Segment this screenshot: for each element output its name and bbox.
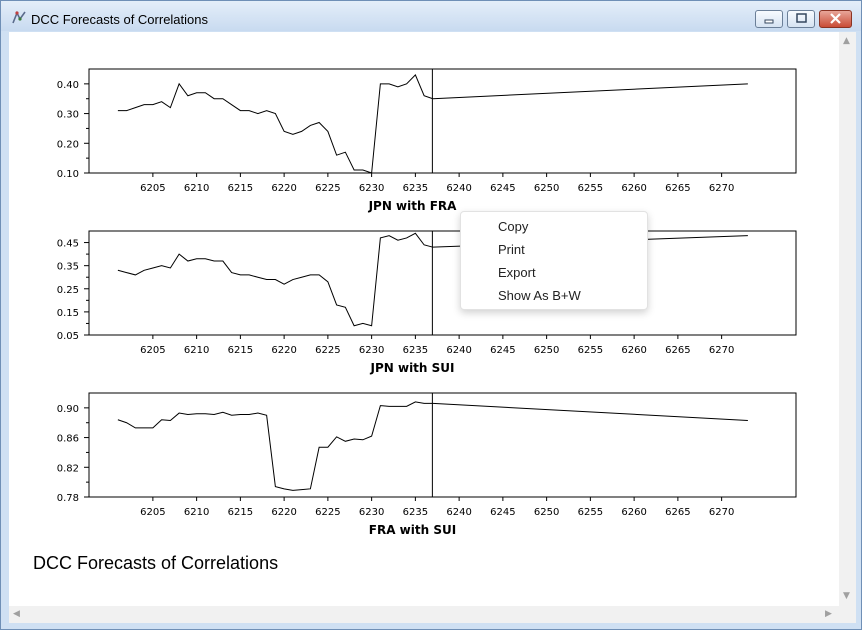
scroll-down-icon[interactable]: ▼ bbox=[843, 591, 850, 601]
correlation-charts: 0.40 0.30 0.20 0.10 6205 6210 6215 6220 6225 6230… bbox=[57, 68, 797, 537]
x-tick-label: 6205 bbox=[140, 183, 165, 194]
x-tick-label: 6265 bbox=[665, 345, 690, 356]
x-tick-label: 6260 bbox=[621, 507, 646, 518]
x-tick-label: 6235 bbox=[403, 507, 428, 518]
x-tick-label: 6220 bbox=[271, 507, 296, 518]
x-tick-label: 6255 bbox=[578, 183, 603, 194]
x-tick-label: 6240 bbox=[446, 507, 471, 518]
y-tick-label: 0.05 bbox=[57, 331, 79, 342]
x-tick-label: 6215 bbox=[228, 507, 253, 518]
close-icon bbox=[830, 13, 841, 24]
chart-title: JPN with FRA bbox=[368, 199, 458, 213]
x-tick-label: 6270 bbox=[709, 183, 734, 194]
x-tick-label: 6215 bbox=[228, 345, 253, 356]
x-tick-label: 6255 bbox=[578, 345, 603, 356]
x-tick-label: 6240 bbox=[446, 183, 471, 194]
y-tick-label: 0.40 bbox=[57, 80, 79, 91]
x-tick-label: 6225 bbox=[315, 345, 340, 356]
x-tick-label: 6255 bbox=[578, 507, 603, 518]
chart-title: FRA with SUI bbox=[369, 523, 456, 537]
series-line-forecast bbox=[432, 402, 748, 421]
x-tick-label: 6230 bbox=[359, 345, 384, 356]
x-tick-label: 6225 bbox=[315, 507, 340, 518]
y-tick-label: 0.20 bbox=[57, 139, 79, 150]
x-tick-label: 6270 bbox=[709, 345, 734, 356]
x-tick-label: 6230 bbox=[359, 507, 384, 518]
minimize-icon bbox=[764, 19, 774, 24]
series-line-history bbox=[117, 74, 434, 174]
x-tick-label: 6205 bbox=[140, 507, 165, 518]
x-tick-label: 6210 bbox=[184, 345, 209, 356]
maximize-icon bbox=[796, 13, 807, 23]
y-tick-label: 0.90 bbox=[57, 404, 79, 415]
footer-title: DCC Forecasts of Correlations bbox=[33, 553, 279, 573]
y-tick-label: 0.82 bbox=[57, 463, 79, 474]
x-tick-label: 6205 bbox=[140, 345, 165, 356]
x-tick-label: 6260 bbox=[621, 345, 646, 356]
plot-frame bbox=[88, 230, 797, 336]
x-tick-label: 6210 bbox=[184, 183, 209, 194]
size-grip[interactable] bbox=[839, 606, 856, 623]
vertical-scrollbar[interactable]: ▲ ▼ bbox=[839, 32, 856, 606]
x-tick-label: 6250 bbox=[534, 345, 559, 356]
y-tick-label: 0.25 bbox=[57, 285, 79, 296]
x-tick-label: 6250 bbox=[534, 507, 559, 518]
scroll-left-icon[interactable]: ◀ bbox=[13, 609, 20, 619]
y-tick-label: 0.30 bbox=[57, 110, 79, 121]
x-tick-label: 6245 bbox=[490, 183, 515, 194]
title-bar[interactable]: DCC Forecasts of Correlations bbox=[1, 1, 861, 31]
y-tick-label: 0.78 bbox=[57, 493, 79, 504]
plot-frame bbox=[88, 392, 797, 498]
menu-item-show-as-bw[interactable]: Show As B+W bbox=[498, 288, 581, 303]
y-tick-label: 0.35 bbox=[57, 262, 79, 273]
y-tick-label: 0.10 bbox=[57, 169, 79, 180]
x-tick-label: 6225 bbox=[315, 183, 340, 194]
maximize-button[interactable] bbox=[787, 10, 815, 28]
menu-item-print[interactable]: Print bbox=[498, 242, 525, 257]
y-tick-label: 0.15 bbox=[57, 308, 79, 319]
x-tick-label: 6265 bbox=[665, 183, 690, 194]
close-button[interactable] bbox=[819, 10, 852, 28]
scroll-up-icon[interactable]: ▲ bbox=[843, 36, 850, 46]
x-tick-label: 6245 bbox=[490, 507, 515, 518]
x-tick-label: 6260 bbox=[621, 183, 646, 194]
x-tick-label: 6220 bbox=[271, 345, 296, 356]
window-title: DCC Forecasts of Correlations bbox=[31, 12, 208, 27]
chart-title: JPN with SUI bbox=[370, 361, 455, 375]
x-tick-label: 6265 bbox=[665, 507, 690, 518]
chart-canvas: 0.40 0.30 0.20 0.10 6205 6210 6215 6220 6225 6230… bbox=[9, 32, 839, 606]
menu-item-export[interactable]: Export bbox=[498, 265, 536, 280]
x-tick-label: 6215 bbox=[228, 183, 253, 194]
context-menu: Copy Print Export Show As B+W bbox=[460, 211, 648, 310]
scroll-right-icon[interactable]: ▶ bbox=[825, 609, 832, 619]
app-icon bbox=[12, 11, 26, 24]
series-line-forecast bbox=[432, 83, 748, 100]
series-line-history bbox=[117, 401, 433, 491]
menu-item-copy[interactable]: Copy bbox=[498, 219, 529, 234]
x-tick-label: 6210 bbox=[184, 507, 209, 518]
y-tick-label: 0.45 bbox=[57, 239, 79, 250]
horizontal-scrollbar[interactable]: ◀ ▶ bbox=[9, 606, 839, 623]
plot-frame bbox=[88, 68, 797, 174]
series-line-history bbox=[117, 232, 434, 327]
x-tick-label: 6230 bbox=[359, 183, 384, 194]
x-tick-label: 6245 bbox=[490, 345, 515, 356]
x-tick-label: 6220 bbox=[271, 183, 296, 194]
minimize-button[interactable] bbox=[755, 10, 783, 28]
y-tick-label: 0.86 bbox=[57, 434, 79, 445]
x-tick-label: 6240 bbox=[446, 345, 471, 356]
x-tick-label: 6235 bbox=[403, 183, 428, 194]
x-tick-label: 6270 bbox=[709, 507, 734, 518]
x-tick-label: 6235 bbox=[403, 345, 428, 356]
x-tick-label: 6250 bbox=[534, 183, 559, 194]
